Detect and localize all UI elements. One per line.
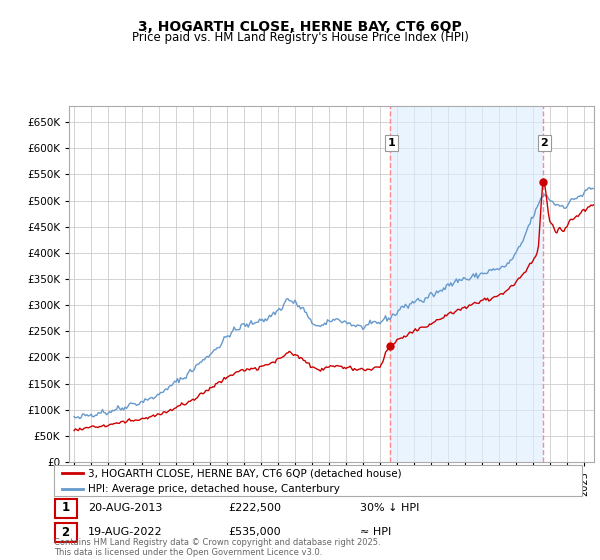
Text: 2: 2 — [541, 138, 548, 148]
Text: 20-AUG-2013: 20-AUG-2013 — [88, 503, 163, 512]
Text: 2: 2 — [62, 526, 70, 539]
FancyBboxPatch shape — [54, 465, 582, 496]
Text: HPI: Average price, detached house, Canterbury: HPI: Average price, detached house, Cant… — [88, 484, 340, 494]
FancyBboxPatch shape — [55, 524, 77, 543]
Text: £222,500: £222,500 — [228, 503, 281, 512]
FancyBboxPatch shape — [55, 498, 77, 517]
Text: 3, HOGARTH CLOSE, HERNE BAY, CT6 6QP (detached house): 3, HOGARTH CLOSE, HERNE BAY, CT6 6QP (de… — [88, 468, 402, 478]
Text: 1: 1 — [388, 138, 395, 148]
Text: ≈ HPI: ≈ HPI — [360, 528, 391, 538]
Text: 1: 1 — [62, 501, 70, 514]
Text: 3, HOGARTH CLOSE, HERNE BAY, CT6 6QP: 3, HOGARTH CLOSE, HERNE BAY, CT6 6QP — [138, 20, 462, 34]
Text: Price paid vs. HM Land Registry's House Price Index (HPI): Price paid vs. HM Land Registry's House … — [131, 31, 469, 44]
Text: £535,000: £535,000 — [228, 528, 281, 538]
Text: 30% ↓ HPI: 30% ↓ HPI — [360, 503, 419, 512]
Bar — [390, 106, 543, 462]
Text: 19-AUG-2022: 19-AUG-2022 — [88, 528, 163, 538]
Text: Contains HM Land Registry data © Crown copyright and database right 2025.
This d: Contains HM Land Registry data © Crown c… — [54, 538, 380, 557]
